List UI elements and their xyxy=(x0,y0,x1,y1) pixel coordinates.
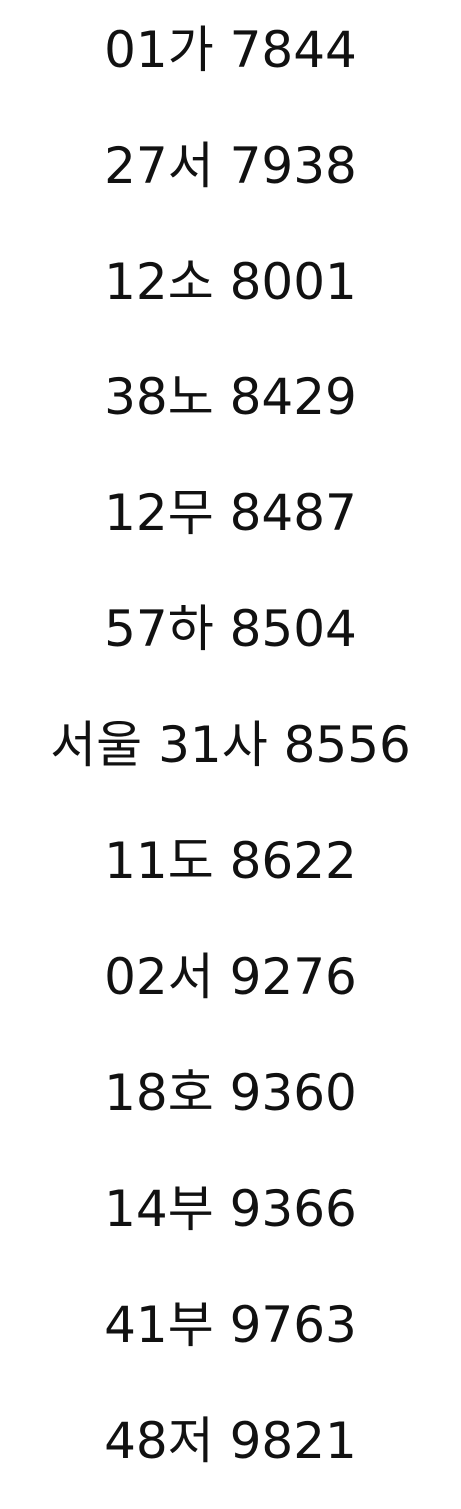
list-item: 서울 31사 8556 xyxy=(50,716,411,774)
list-item: 48저 9821 xyxy=(104,1412,357,1470)
list-item: 57하 8504 xyxy=(104,600,357,658)
list-item: 12무 8487 xyxy=(104,484,357,542)
list-item: 41부 9763 xyxy=(104,1296,357,1354)
list-item: 18호 9360 xyxy=(104,1064,357,1122)
list-item: 14부 9366 xyxy=(104,1180,357,1238)
list-item: 38노 8429 xyxy=(104,368,357,426)
list-item: 01가 7844 xyxy=(104,21,357,79)
list-item: 27서 7938 xyxy=(104,137,357,195)
list-item: 12소 8001 xyxy=(104,253,357,311)
list-item: 02서 9276 xyxy=(104,948,357,1006)
list-item: 11도 8622 xyxy=(104,832,357,890)
